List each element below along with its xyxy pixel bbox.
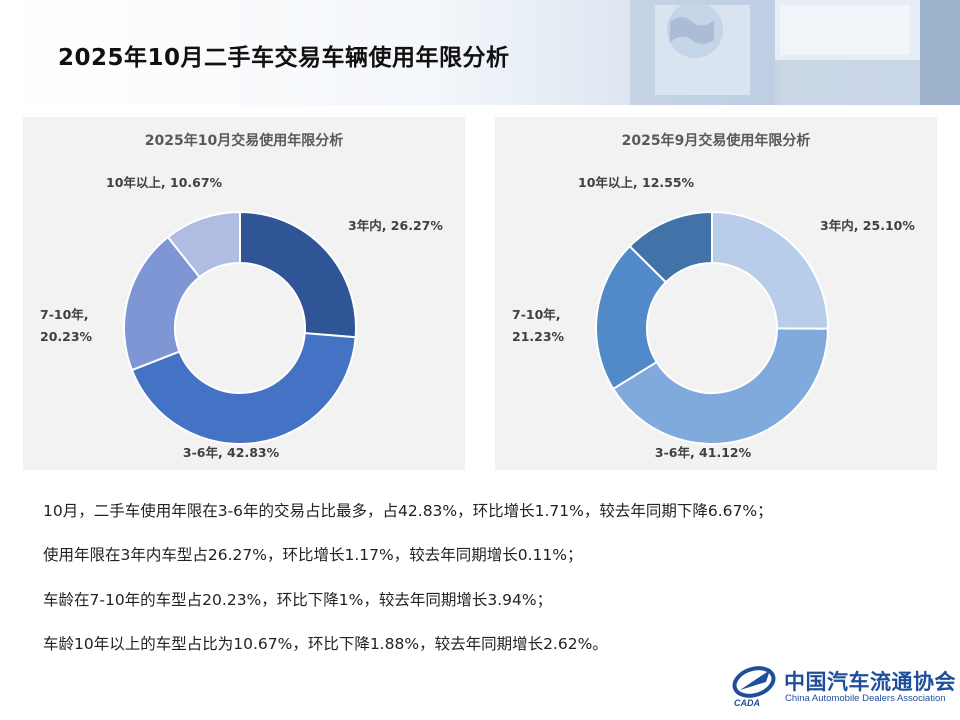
logo-chinese-name: 中国汽车流通协会 xyxy=(784,669,956,694)
data-label-0: 3年内, 26.27% xyxy=(348,218,443,233)
donut-slice-0 xyxy=(711,210,829,330)
donut-chart-sep-panel: 2025年9月交易使用年限分析 3年内, 25.10% 3-6年, 41.12% 7… xyxy=(495,117,937,470)
donut-slice-2 xyxy=(595,244,668,391)
data-label-2: 7-10年, 20.23% xyxy=(40,307,93,344)
data-label-3: 10年以上, 12.55% xyxy=(578,175,695,190)
header-decoration-image xyxy=(630,0,960,105)
summary-line-1: 10月，二手车使用年限在3-6年的交易占比最多，占42.83%，环比增长1.71… xyxy=(43,502,773,520)
svg-text:CADA: CADA xyxy=(734,698,760,708)
logo-english-name: China Automobile Dealers Association xyxy=(785,693,946,704)
page-title: 2025年10月二手车交易车辆使用年限分析 xyxy=(58,45,510,71)
donut-chart-oct: 3年内, 26.27% 3-6年, 42.83% 7-10年, 20.23% 10年以上… xyxy=(40,175,443,460)
data-label-0: 3年内, 25.10% xyxy=(820,218,915,233)
data-label-1: 3-6年, 42.83% xyxy=(183,445,280,460)
data-label-2: 7-10年, 21.23% xyxy=(512,307,565,344)
cada-emblem-icon: CADA xyxy=(732,666,776,708)
donut-slice-3 xyxy=(628,210,713,284)
chart-title: 2025年10月交易使用年限分析 xyxy=(144,133,344,149)
data-label-1: 3-6年, 41.12% xyxy=(655,445,752,460)
donut-slice-1 xyxy=(130,332,357,445)
donut-slice-3 xyxy=(166,210,241,279)
donut-chart-oct-panel: 2025年10月交易使用年限分析 3年内, 26.27% 3-6年, 42.83%… xyxy=(23,117,465,470)
donut-chart-sep: 3年内, 25.10% 3-6年, 41.12% 7-10年, 21.23% 10年以上… xyxy=(512,175,915,460)
donut-slice-0 xyxy=(239,210,357,339)
summary-line-3: 车龄在7-10年的车型占20.23%，环比下降1%，较去年同期增长3.94%； xyxy=(43,591,553,609)
summary-line-4: 车龄10年以上的车型占比为10.67%，环比下降1.88%，较去年同期增长2.6… xyxy=(43,635,608,653)
cada-logo: CADA 中国汽车流通协会 China Automobile Dealers A… xyxy=(730,660,956,710)
header-banner: 2025年10月二手车交易车辆使用年限分析 xyxy=(0,0,960,105)
chart-title: 2025年9月交易使用年限分析 xyxy=(621,133,811,149)
summary-line-2: 使用年限在3年内车型占26.27%，环比增长1.17%，较去年同期增长0.11%… xyxy=(43,546,583,564)
data-label-3: 10年以上, 10.67% xyxy=(106,175,223,190)
donut-slice-1 xyxy=(611,327,830,445)
